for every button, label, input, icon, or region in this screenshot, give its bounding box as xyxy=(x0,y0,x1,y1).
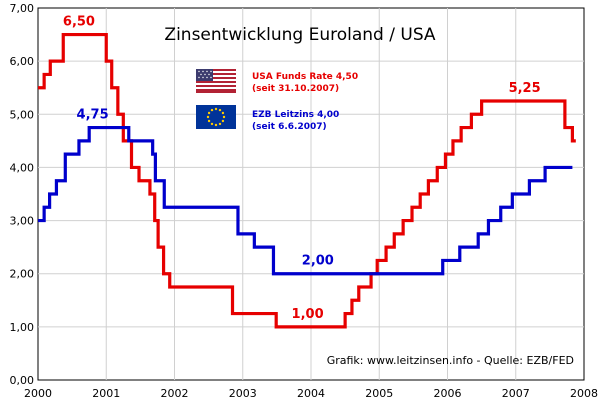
usa-funds-rate-line xyxy=(38,32,576,329)
y-tick-label: 3,00 xyxy=(10,215,35,228)
x-tick-label: 2002 xyxy=(161,387,189,400)
data-label: 6,50 xyxy=(63,15,95,30)
eu-star xyxy=(214,123,218,127)
data-label: 5,25 xyxy=(509,81,541,96)
eu-star xyxy=(218,122,222,126)
x-tick-label: 2001 xyxy=(92,387,120,400)
y-axis-ticks: 0,00 1,00 2,00 3,00 4,00 5,00 6,00 7,00 xyxy=(10,2,35,387)
y-tick-label: 7,00 xyxy=(10,2,35,15)
x-tick-label: 2003 xyxy=(229,387,257,400)
source-annotation: Grafik: www.leitzinsen.info - Quelle: EZ… xyxy=(327,354,574,367)
eu-star xyxy=(222,115,226,119)
series-layer xyxy=(38,32,576,329)
data-label: 1,00 xyxy=(292,307,324,322)
legend: USA Funds Rate 4,50 (seit 31.10.2007) EZ… xyxy=(196,69,358,132)
x-tick-label: 2004 xyxy=(297,387,325,400)
eu-star xyxy=(207,111,211,115)
eu-star xyxy=(210,122,214,126)
legend-us-name: USA Funds Rate 4,50 xyxy=(252,72,358,82)
x-tick-label: 2000 xyxy=(24,387,52,400)
eu-flag-icon xyxy=(196,105,236,129)
legend-us-note: (seit 31.10.2007) xyxy=(252,84,339,94)
eu-star xyxy=(206,115,210,119)
chart-title: Zinsentwicklung Euroland / USA xyxy=(164,25,436,45)
y-tick-label: 5,00 xyxy=(10,108,35,121)
y-tick-label: 4,00 xyxy=(10,161,35,174)
y-tick-label: 2,00 xyxy=(10,268,35,281)
x-tick-label: 2008 xyxy=(570,387,598,400)
data-labels: 6,50 1,00 5,25 4,75 2,00 xyxy=(63,15,541,322)
x-axis-ticks: 2000 2001 2002 2003 2004 2005 2006 2007 2008 xyxy=(24,387,598,400)
ezb-leitzins-line xyxy=(38,125,573,276)
eu-star xyxy=(214,107,218,111)
legend-eu-note: (seit 6.6.2007) xyxy=(252,122,327,132)
eu-star xyxy=(210,108,214,112)
y-tick-label: 6,00 xyxy=(10,55,35,68)
us-flag-icon xyxy=(196,69,236,93)
x-tick-label: 2006 xyxy=(434,387,462,400)
x-tick-label: 2007 xyxy=(502,387,530,400)
data-label: 2,00 xyxy=(302,254,334,269)
legend-eu-name: EZB Leitzins 4,00 xyxy=(252,110,339,120)
y-tick-label: 0,00 xyxy=(10,374,35,387)
data-label: 4,75 xyxy=(77,108,109,123)
eu-star xyxy=(218,108,222,112)
eu-star xyxy=(221,111,225,115)
y-tick-label: 1,00 xyxy=(10,321,35,334)
x-tick-label: 2005 xyxy=(365,387,393,400)
grid-lines xyxy=(38,8,584,380)
eu-star xyxy=(207,119,211,123)
eu-star xyxy=(221,119,225,123)
